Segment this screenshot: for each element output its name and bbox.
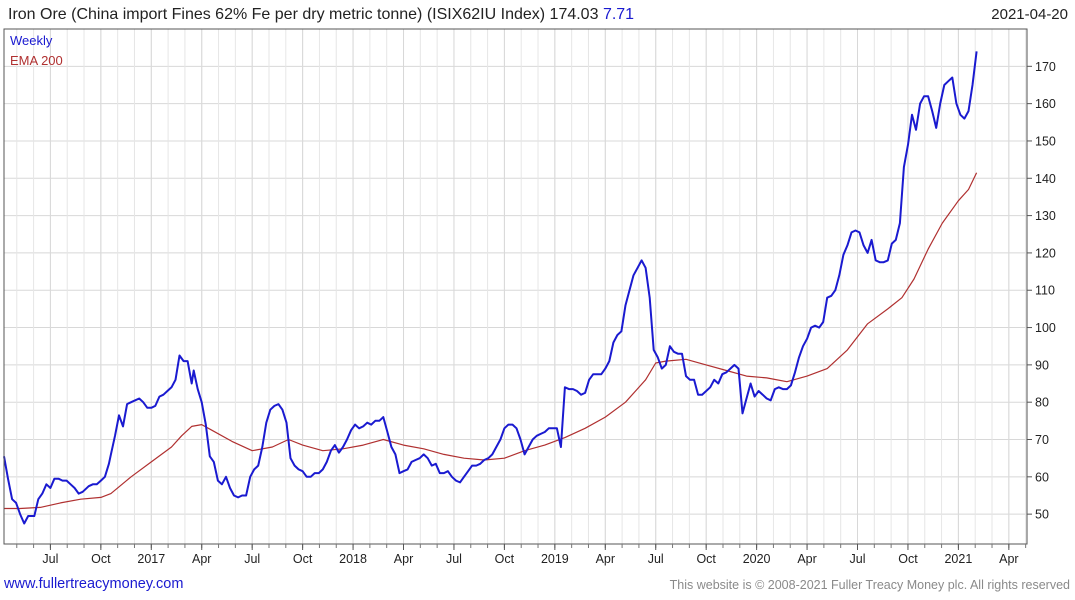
chart-title: Iron Ore (China import Fines 62% Fe per … [8, 6, 634, 24]
x-tick-label: Jul [244, 552, 260, 566]
x-tick-label: 2017 [137, 552, 165, 566]
y-tick-label: 70 [1035, 433, 1049, 447]
x-tick-label: Jul [850, 552, 866, 566]
chart-date: 2021-04-20 [991, 6, 1068, 23]
y-tick-label: 120 [1035, 246, 1056, 260]
x-tick-label: 2021 [944, 552, 972, 566]
y-tick-label: 100 [1035, 321, 1056, 335]
y-tick-label: 170 [1035, 60, 1056, 74]
x-tick-label: Oct [696, 552, 716, 566]
plot-frame [3, 28, 1028, 545]
y-tick-label: 60 [1035, 470, 1049, 484]
x-tick-label: 2019 [541, 552, 569, 566]
y-tick-label: 90 [1035, 358, 1049, 372]
x-tick-label: 2018 [339, 552, 367, 566]
y-tick-label: 160 [1035, 97, 1056, 111]
series-weekly-line [3, 51, 978, 525]
x-tick-label: Apr [797, 552, 816, 566]
price-change: 7.71 [602, 6, 635, 23]
series-lines [3, 51, 978, 525]
x-tick-label: Apr [999, 552, 1018, 566]
x-tick-label: Jul [648, 552, 664, 566]
legend-ema200: EMA 200 [10, 53, 63, 68]
website-link[interactable]: www.fullertreacymoney.com [4, 576, 184, 592]
title-text: Iron Ore (China import Fines 62% Fe per … [8, 6, 599, 23]
x-tick-label: Oct [495, 552, 515, 566]
x-tick-label: Apr [596, 552, 615, 566]
copyright-notice: This website is © 2008-2021 Fuller Treac… [669, 578, 1070, 592]
x-tick-label: Oct [91, 552, 111, 566]
grid-lines [4, 29, 1027, 544]
legend-weekly: Weekly [10, 33, 53, 48]
y-tick-label: 110 [1035, 284, 1055, 298]
x-tick-label: Jul [446, 552, 462, 566]
x-tick-label: Jul [42, 552, 58, 566]
y-tick-label: 150 [1035, 134, 1056, 148]
series-ema200-line [4, 172, 978, 510]
y-tick-label: 140 [1035, 172, 1056, 186]
x-tick-label: Apr [192, 552, 211, 566]
y-tick-label: 80 [1035, 396, 1049, 410]
y-axis: 50 60 70 80 90 100 110 120 130 140 150 160 170 [1027, 60, 1056, 522]
x-tick-label: 2020 [743, 552, 771, 566]
x-tick-label: Apr [394, 552, 413, 566]
y-tick-label: 130 [1035, 209, 1056, 223]
x-tick-label: Oct [293, 552, 313, 566]
x-tick-label: Oct [898, 552, 918, 566]
y-tick-label: 50 [1035, 508, 1049, 522]
x-axis: Jul Oct 2017 Apr Jul Oct 2018 Apr Jul Oct 2019 Apr J… [16, 544, 1027, 566]
legend: Weekly EMA 200 [10, 33, 63, 68]
